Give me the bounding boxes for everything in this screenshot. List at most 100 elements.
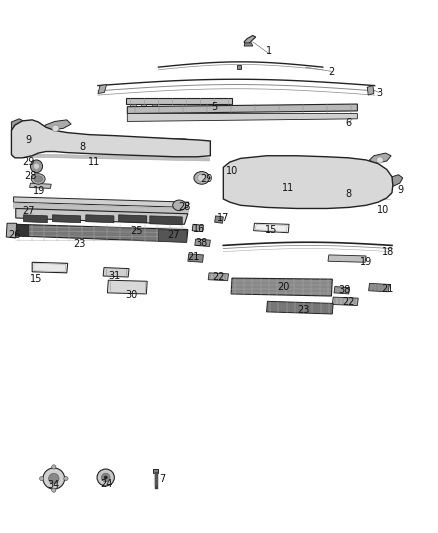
Text: 27: 27 bbox=[167, 230, 180, 240]
Text: 30: 30 bbox=[126, 290, 138, 300]
Polygon shape bbox=[153, 469, 159, 473]
Polygon shape bbox=[332, 297, 358, 305]
Polygon shape bbox=[223, 156, 393, 208]
Text: 29: 29 bbox=[200, 174, 212, 184]
Polygon shape bbox=[192, 224, 203, 232]
Polygon shape bbox=[119, 215, 147, 223]
Text: 22: 22 bbox=[212, 272, 224, 282]
Polygon shape bbox=[244, 36, 256, 45]
Text: 19: 19 bbox=[33, 186, 46, 196]
Polygon shape bbox=[141, 104, 146, 108]
Polygon shape bbox=[11, 119, 24, 131]
Ellipse shape bbox=[101, 473, 110, 482]
Ellipse shape bbox=[43, 468, 65, 489]
Text: 11: 11 bbox=[282, 183, 294, 193]
Text: 25: 25 bbox=[131, 225, 143, 236]
Polygon shape bbox=[334, 287, 350, 294]
Text: 21: 21 bbox=[381, 284, 394, 294]
Text: 8: 8 bbox=[346, 189, 352, 199]
Ellipse shape bbox=[173, 200, 186, 211]
Polygon shape bbox=[103, 268, 129, 277]
Text: 20: 20 bbox=[277, 281, 289, 292]
Text: 21: 21 bbox=[187, 252, 199, 262]
Text: 19: 19 bbox=[360, 257, 372, 267]
Text: 38: 38 bbox=[338, 285, 350, 295]
Polygon shape bbox=[16, 224, 29, 237]
Polygon shape bbox=[86, 215, 114, 223]
Polygon shape bbox=[44, 120, 71, 131]
Text: 26: 26 bbox=[9, 230, 21, 240]
Polygon shape bbox=[107, 280, 147, 294]
Text: 18: 18 bbox=[381, 247, 394, 257]
Text: 11: 11 bbox=[88, 157, 100, 167]
Polygon shape bbox=[255, 224, 287, 232]
Polygon shape bbox=[16, 208, 188, 224]
Polygon shape bbox=[234, 176, 293, 204]
Ellipse shape bbox=[52, 488, 56, 492]
Polygon shape bbox=[159, 230, 187, 242]
Polygon shape bbox=[369, 284, 389, 292]
Ellipse shape bbox=[49, 473, 59, 484]
Text: 15: 15 bbox=[30, 274, 42, 284]
Text: 2: 2 bbox=[328, 67, 335, 77]
Text: 29: 29 bbox=[22, 157, 35, 167]
Text: 3: 3 bbox=[376, 88, 382, 99]
Text: 17: 17 bbox=[217, 213, 230, 223]
Polygon shape bbox=[139, 139, 190, 150]
Polygon shape bbox=[267, 301, 333, 314]
Text: 34: 34 bbox=[48, 480, 60, 490]
Ellipse shape bbox=[64, 477, 68, 481]
Polygon shape bbox=[208, 273, 229, 281]
Ellipse shape bbox=[194, 172, 209, 184]
Text: 23: 23 bbox=[297, 305, 310, 315]
Polygon shape bbox=[11, 120, 210, 158]
Text: 27: 27 bbox=[22, 206, 35, 216]
Polygon shape bbox=[127, 104, 357, 114]
Text: 28: 28 bbox=[178, 203, 191, 213]
Text: 6: 6 bbox=[346, 118, 352, 128]
Polygon shape bbox=[126, 98, 232, 104]
Text: 10: 10 bbox=[226, 166, 238, 175]
Polygon shape bbox=[53, 215, 81, 223]
Polygon shape bbox=[367, 86, 374, 95]
Polygon shape bbox=[391, 175, 403, 187]
Polygon shape bbox=[16, 224, 188, 242]
Ellipse shape bbox=[52, 125, 59, 132]
Polygon shape bbox=[152, 104, 157, 108]
Text: 5: 5 bbox=[212, 102, 218, 112]
Ellipse shape bbox=[97, 469, 114, 486]
Polygon shape bbox=[188, 254, 203, 262]
Polygon shape bbox=[127, 114, 357, 122]
Text: 8: 8 bbox=[80, 142, 86, 152]
Polygon shape bbox=[24, 215, 47, 223]
Polygon shape bbox=[150, 216, 182, 225]
Ellipse shape bbox=[39, 477, 44, 481]
Polygon shape bbox=[215, 216, 223, 223]
Text: 16: 16 bbox=[194, 223, 206, 233]
Ellipse shape bbox=[104, 476, 107, 479]
Text: 10: 10 bbox=[377, 205, 389, 215]
Polygon shape bbox=[195, 239, 210, 246]
Ellipse shape bbox=[376, 157, 383, 163]
Polygon shape bbox=[6, 223, 17, 238]
Polygon shape bbox=[328, 255, 366, 262]
Ellipse shape bbox=[31, 160, 42, 173]
Text: 9: 9 bbox=[26, 135, 32, 145]
Text: 7: 7 bbox=[160, 473, 166, 483]
Polygon shape bbox=[98, 85, 106, 93]
Polygon shape bbox=[237, 178, 289, 202]
Text: 15: 15 bbox=[265, 224, 277, 235]
Ellipse shape bbox=[32, 174, 45, 184]
Polygon shape bbox=[370, 153, 391, 164]
Polygon shape bbox=[12, 143, 210, 151]
Text: 31: 31 bbox=[108, 271, 120, 281]
Polygon shape bbox=[225, 185, 391, 195]
Text: 9: 9 bbox=[398, 185, 404, 195]
Polygon shape bbox=[14, 203, 189, 214]
Ellipse shape bbox=[34, 176, 42, 182]
Polygon shape bbox=[14, 139, 209, 147]
Text: 23: 23 bbox=[74, 239, 86, 249]
Text: 24: 24 bbox=[100, 479, 113, 489]
Polygon shape bbox=[14, 197, 189, 207]
Ellipse shape bbox=[198, 174, 206, 182]
